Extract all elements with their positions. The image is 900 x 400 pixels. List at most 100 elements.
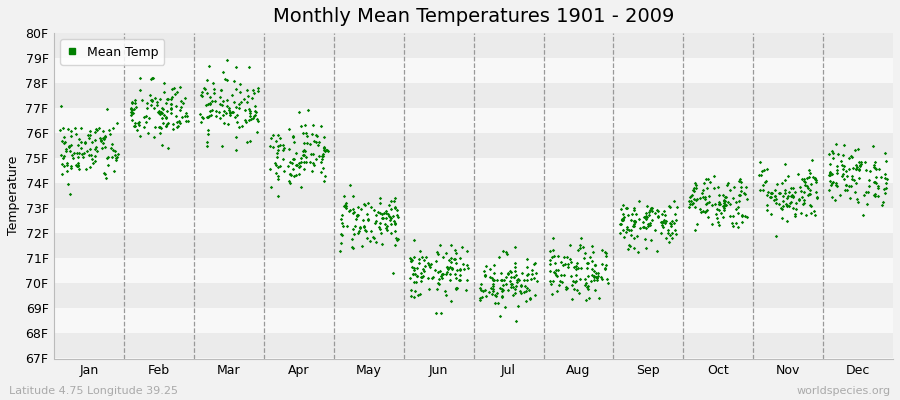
- Point: [169, 113, 184, 120]
- Point: [303, 159, 318, 165]
- Point: [149, 99, 164, 105]
- Point: [285, 156, 300, 162]
- Point: [508, 244, 522, 250]
- Point: [104, 141, 119, 147]
- Point: [734, 178, 749, 185]
- Point: [439, 269, 454, 276]
- Point: [852, 162, 867, 168]
- Point: [554, 271, 569, 278]
- Point: [305, 131, 320, 138]
- Point: [57, 140, 71, 146]
- Point: [336, 223, 350, 230]
- Point: [123, 112, 138, 118]
- Point: [774, 206, 788, 212]
- Point: [624, 226, 638, 233]
- Point: [194, 111, 208, 118]
- Point: [153, 130, 167, 136]
- Point: [544, 253, 559, 260]
- Point: [315, 152, 329, 159]
- Point: [390, 212, 404, 218]
- Point: [244, 116, 258, 122]
- Point: [823, 178, 837, 184]
- Point: [478, 273, 492, 279]
- Point: [243, 138, 257, 144]
- Point: [478, 272, 492, 278]
- Point: [146, 75, 160, 81]
- Point: [493, 312, 508, 319]
- Point: [482, 274, 497, 281]
- Point: [721, 199, 735, 205]
- Point: [320, 147, 335, 154]
- Point: [374, 210, 389, 217]
- Point: [775, 180, 789, 186]
- Point: [663, 221, 678, 227]
- Point: [491, 290, 505, 296]
- Point: [566, 264, 580, 270]
- Point: [416, 273, 430, 280]
- Point: [137, 124, 151, 130]
- Point: [668, 210, 682, 217]
- Point: [784, 185, 798, 192]
- Point: [338, 202, 352, 208]
- Point: [495, 287, 509, 294]
- Point: [549, 272, 563, 278]
- Point: [572, 290, 587, 296]
- Point: [346, 193, 360, 199]
- Point: [500, 271, 515, 277]
- Point: [853, 161, 868, 167]
- Point: [716, 213, 731, 220]
- Title: Monthly Mean Temperatures 1901 - 2009: Monthly Mean Temperatures 1901 - 2009: [273, 7, 674, 26]
- Point: [108, 152, 122, 158]
- Point: [431, 276, 446, 282]
- Point: [590, 277, 604, 283]
- Point: [157, 80, 171, 86]
- Point: [54, 103, 68, 110]
- Point: [371, 209, 385, 215]
- Point: [758, 179, 772, 185]
- Point: [246, 87, 260, 94]
- Point: [391, 214, 405, 220]
- Point: [622, 226, 636, 233]
- Point: [769, 200, 783, 206]
- Point: [240, 87, 255, 93]
- Point: [300, 133, 314, 139]
- Point: [694, 209, 708, 215]
- Point: [562, 256, 577, 262]
- Point: [410, 272, 424, 279]
- Point: [59, 162, 74, 168]
- Point: [169, 103, 184, 110]
- Point: [686, 199, 700, 206]
- Point: [305, 151, 320, 157]
- Point: [840, 172, 854, 179]
- Point: [566, 278, 580, 285]
- Point: [859, 189, 873, 195]
- Point: [306, 162, 320, 168]
- Point: [127, 106, 141, 112]
- Point: [479, 262, 493, 269]
- Point: [808, 211, 823, 218]
- Point: [62, 142, 77, 149]
- Point: [228, 113, 242, 120]
- Point: [661, 229, 675, 236]
- Point: [495, 293, 509, 299]
- Point: [283, 170, 297, 177]
- Point: [712, 200, 726, 207]
- Point: [181, 118, 195, 124]
- Point: [313, 122, 328, 129]
- Point: [556, 262, 571, 268]
- Point: [225, 92, 239, 98]
- Point: [771, 190, 786, 196]
- Point: [99, 175, 113, 181]
- Point: [830, 183, 844, 189]
- Point: [161, 144, 176, 151]
- Point: [438, 250, 453, 256]
- Point: [217, 120, 231, 126]
- Point: [732, 178, 746, 184]
- Point: [520, 264, 535, 271]
- Point: [404, 258, 419, 264]
- Point: [229, 104, 243, 110]
- Point: [543, 268, 557, 274]
- Point: [628, 218, 643, 224]
- Point: [778, 177, 792, 183]
- Point: [174, 104, 188, 110]
